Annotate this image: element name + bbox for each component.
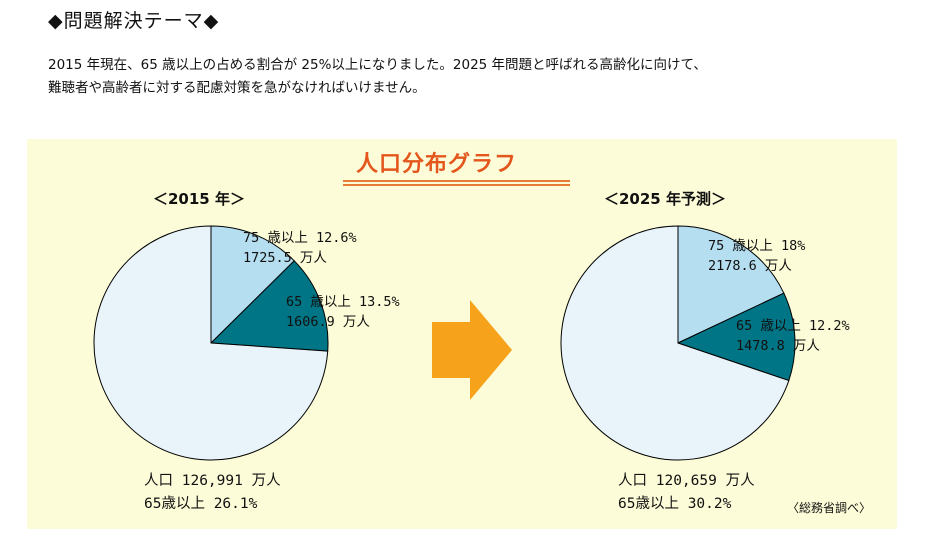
source-note: 〈総務省調べ〉 — [787, 501, 872, 515]
pie-2015-slice-under65 — [93, 225, 329, 461]
pie-2015-slice-75plus — [210, 225, 295, 345]
slice-label-2015-65plus: 65 歳以上 13.5% 1606.9 万人 — [286, 294, 400, 330]
slice-label-2025-75plus: 75 歳以上 18% 2178.6 万人 — [708, 238, 806, 274]
arrow-right-icon — [432, 300, 512, 400]
chart-title: 人口分布グラフ — [356, 152, 518, 177]
title-underline — [343, 180, 570, 182]
pie-2015-slice-65plus — [209, 260, 329, 352]
pie-2025-title: ＜2025 年予測＞ — [604, 190, 726, 208]
title-underline-2 — [343, 184, 570, 186]
description: 2015 年現在、65 歳以上の占める割合が 25%以上になりました。2025 … — [48, 54, 908, 100]
slice-label-2015-75plus: 75 歳以上 12.6% 1725.5 万人 — [243, 230, 357, 266]
pie-2025-slice-under65 — [560, 225, 790, 461]
pie-chart-2015 — [93, 225, 329, 461]
description-line-1: 2015 年現在、65 歳以上の占める割合が 25%以上になりました。2025 … — [48, 57, 707, 73]
total-label-2015: 人口 126,991 万人 65歳以上 26.1% — [144, 473, 281, 512]
description-line-2: 難聴者や高齢者に対する配慮対策を急がなければいけません。 — [48, 80, 426, 96]
slice-label-2025-65plus: 65 歳以上 12.2% 1478.8 万人 — [736, 318, 850, 354]
page-heading: ◆問題解決テーマ◆ — [48, 10, 220, 32]
pie-2025-slice-65plus — [676, 292, 796, 382]
pie-chart-2025 — [560, 225, 796, 461]
total-label-2025: 人口 120,659 万人 65歳以上 30.2% — [618, 473, 755, 512]
pie-2025-slice-75plus — [677, 225, 785, 344]
pie-2015-title: ＜2015 年＞ — [153, 190, 245, 208]
